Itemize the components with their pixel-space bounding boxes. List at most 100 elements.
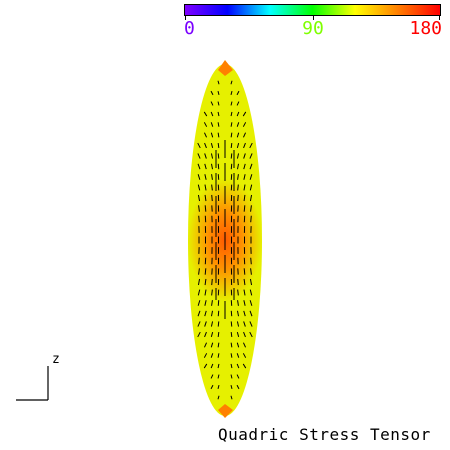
- tensor-glyph: [243, 184, 246, 191]
- tensor-glyph: [217, 353, 220, 358]
- tensor-glyph: [236, 90, 240, 96]
- tensor-glyph: [211, 174, 213, 180]
- tensor-glyph: [197, 194, 201, 202]
- tensor-glyph: [210, 122, 214, 127]
- tensor-glyph: [210, 90, 214, 96]
- tensor-glyph: [230, 321, 233, 327]
- tensor-glyph: [217, 321, 220, 327]
- tensor-glyph: [204, 184, 207, 191]
- tensor-glyph: [242, 353, 247, 358]
- tensor-glyph: [250, 205, 252, 212]
- tensor-glyph: [243, 142, 246, 149]
- tensor-glyph: [243, 300, 246, 306]
- tensor-glyph: [250, 215, 252, 223]
- color-scale-bar: [184, 4, 441, 16]
- tensor-glyph: [204, 194, 207, 202]
- tensor-glyph: [236, 101, 240, 106]
- color-scale-tick-min: [185, 16, 186, 20]
- tensor-glyph: [236, 353, 240, 358]
- tensor-glyph: [249, 321, 253, 327]
- color-scale-tick-mid: [313, 16, 314, 20]
- tensor-glyph: [217, 374, 220, 379]
- scene-title: Quadric Stress Tensor: [218, 425, 431, 444]
- tensor-glyph: [242, 111, 247, 117]
- tensor-glyph: [197, 184, 201, 191]
- tensor-glyph: [236, 374, 240, 379]
- tensor-glyph: [204, 278, 207, 286]
- tensor-glyph: [217, 91, 220, 95]
- tensor-glyph: [230, 80, 233, 85]
- axes-triad: [16, 366, 49, 401]
- tensor-glyph: [236, 331, 240, 338]
- tensor-glyph: [237, 194, 239, 202]
- tensor-glyph: [230, 353, 233, 358]
- tensor-glyph: [237, 300, 239, 306]
- tensor-glyph: [243, 153, 246, 159]
- tensor-glyph: [197, 331, 201, 338]
- tensor-glyph: [237, 163, 239, 170]
- tensor-glyph: [198, 257, 200, 265]
- tensor-glyph: [217, 153, 220, 159]
- tensor-glyph: [217, 385, 220, 389]
- tensor-glyph: [249, 163, 253, 170]
- tensor-glyph: [210, 342, 214, 348]
- tensor-glyph: [211, 300, 213, 306]
- tensor-glyph: [237, 278, 239, 286]
- tensor-glyph: [210, 353, 214, 358]
- tensor-glyph: [230, 153, 233, 159]
- tensor-glyph: [242, 122, 247, 127]
- tensor-glyph: [204, 174, 207, 180]
- tensor-glyph: [210, 101, 214, 106]
- tensor-glyph: [211, 184, 213, 191]
- tensor-glyph: [230, 143, 233, 148]
- tensor-glyph: [197, 163, 201, 170]
- tensor-glyph: [203, 132, 208, 138]
- tensor-glyph: [197, 289, 201, 296]
- tensor-glyph: [243, 331, 246, 338]
- tensor-glyph: [204, 205, 207, 212]
- tensor-glyph: [230, 101, 233, 106]
- tensor-glyph: [198, 205, 200, 212]
- tensor-glyph: [249, 278, 253, 286]
- tensor-glyph: [236, 132, 240, 138]
- color-scale-max-label: 180: [409, 18, 442, 39]
- tensor-glyph: [217, 332, 220, 337]
- tensor-glyph: [203, 342, 208, 348]
- tensor-glyph: [236, 363, 240, 369]
- tensor-glyph: [211, 310, 213, 317]
- tensor-glyph: [197, 278, 201, 286]
- tensor-glyphs: [197, 80, 253, 400]
- tensor-glyph: [204, 310, 207, 317]
- tensor-glyph: [217, 122, 220, 127]
- tensor-glyph: [210, 384, 214, 390]
- tensor-glyph: [237, 174, 239, 180]
- tensor-glyph: [211, 194, 213, 202]
- tensor-glyph: [249, 194, 253, 202]
- tensor-glyph: [197, 321, 201, 327]
- tensor-glyph: [230, 374, 233, 379]
- tensor-glyph: [249, 300, 253, 306]
- tensor-glyph: [204, 142, 207, 149]
- tensor-glyph: [210, 374, 214, 379]
- tensor-glyph: [204, 163, 207, 170]
- tensor-glyph: [210, 142, 214, 149]
- tensor-glyph: [230, 111, 233, 117]
- tensor-glyph: [197, 174, 201, 180]
- tensor-glyph: [204, 289, 207, 296]
- tensor-glyph: [242, 132, 247, 138]
- tensor-glyph: [217, 80, 220, 85]
- tensor-glyph: [250, 268, 252, 275]
- color-scale-min-label: 0: [184, 18, 195, 39]
- ellipsoid-top-tip: [218, 60, 233, 76]
- tensor-glyph: [211, 278, 213, 286]
- tensor-glyph: [236, 142, 240, 149]
- tensor-glyph: [203, 122, 208, 127]
- tensor-glyph: [203, 363, 208, 369]
- tensor-glyph: [243, 289, 246, 296]
- tensor-glyph: [204, 153, 207, 159]
- tensor-glyph: [217, 132, 220, 138]
- tensor-glyph: [210, 153, 214, 159]
- tensor-glyph: [249, 289, 253, 296]
